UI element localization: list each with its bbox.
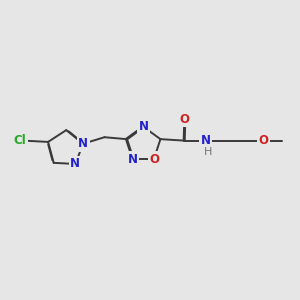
Text: N: N xyxy=(128,153,138,166)
Text: O: O xyxy=(259,134,269,147)
Text: O: O xyxy=(149,153,159,166)
Text: N: N xyxy=(201,134,211,147)
Text: H: H xyxy=(204,147,212,157)
Text: N: N xyxy=(78,137,88,150)
Text: N: N xyxy=(139,120,148,133)
Text: O: O xyxy=(180,113,190,126)
Text: Cl: Cl xyxy=(14,134,26,147)
Text: N: N xyxy=(70,158,80,170)
